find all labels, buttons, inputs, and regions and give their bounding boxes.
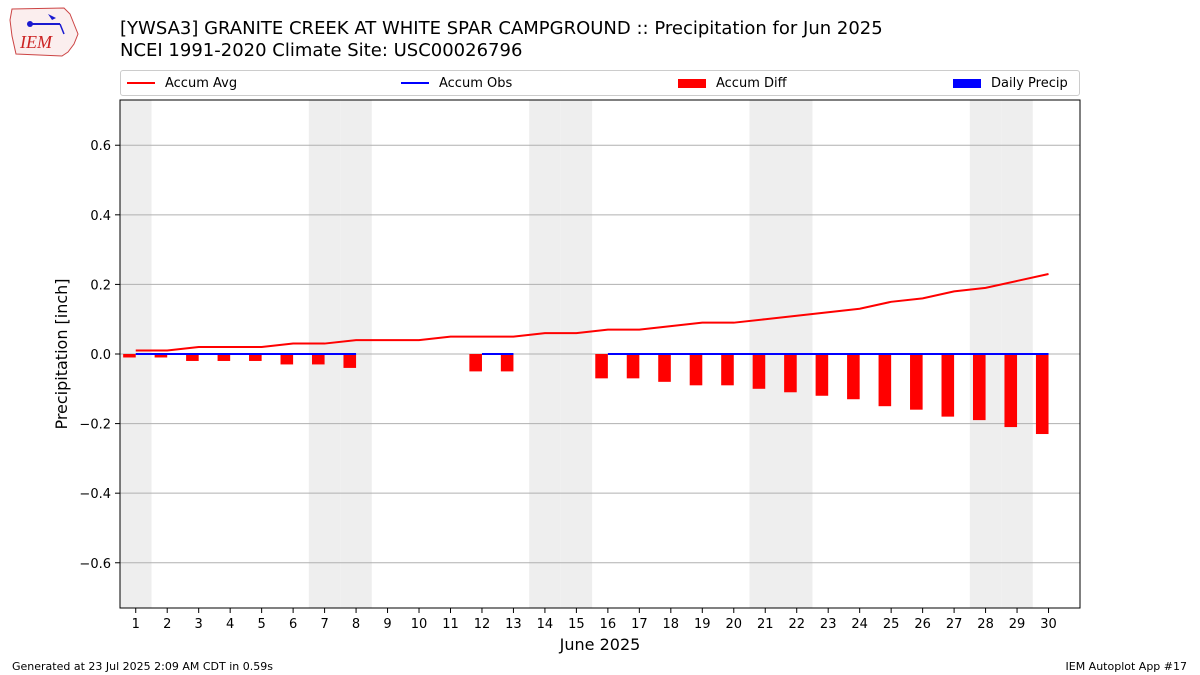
y-tick-label-4: 0.2	[90, 278, 111, 293]
x-tick-label-19: 19	[694, 617, 711, 632]
x-tick-label-20: 20	[725, 617, 742, 632]
x-tick-label-30: 30	[1040, 617, 1057, 632]
x-tick-label-12: 12	[474, 617, 491, 632]
x-tick-label-15: 15	[568, 617, 585, 632]
accum-diff-bar-4	[217, 354, 231, 361]
y-tick-label-3: 0.0	[90, 348, 111, 363]
legend-swatch-accum-diff	[678, 78, 706, 88]
accum-diff-bar-8	[343, 354, 357, 368]
legend-item-accum-obs: Accum Obs	[401, 71, 512, 95]
accum-diff-bar-6	[280, 354, 294, 365]
x-tick-label-24: 24	[851, 617, 868, 632]
x-tick-label-27: 27	[946, 617, 963, 632]
accum-diff-bar-18	[658, 354, 671, 382]
legend-label-daily-precip: Daily Precip	[991, 75, 1068, 91]
accum-diff-bar-16	[595, 354, 608, 379]
accum-diff-bar-20	[721, 354, 734, 386]
accum-diff-bar-12	[469, 354, 482, 372]
accum-diff-bar-22	[784, 354, 797, 393]
x-tick-label-9: 9	[383, 617, 391, 632]
logo-map-line-2	[59, 23, 65, 35]
accum-diff-bar-7	[312, 354, 325, 365]
logo-map-dot	[27, 21, 33, 27]
accum-diff-bar-26	[910, 354, 923, 410]
x-tick-label-11: 11	[442, 617, 459, 632]
accum-diff-bar-23	[815, 354, 829, 396]
legend-item-accum-avg: Accum Avg	[127, 71, 237, 95]
x-tick-label-22: 22	[788, 617, 805, 632]
accum-diff-bar-3	[186, 354, 199, 361]
iem-logo: IEM	[8, 6, 80, 58]
x-tick-label-8: 8	[352, 617, 360, 632]
x-tick-label-17: 17	[631, 617, 648, 632]
y-axis-label: Precipitation [inch]	[52, 278, 71, 429]
legend-label-accum-avg: Accum Avg	[165, 75, 238, 91]
chart-legend: Accum Avg Accum Obs Accum Diff Daily Pre…	[120, 70, 1080, 96]
y-tick-label-0: −0.6	[79, 557, 111, 572]
accum-diff-bar-28	[972, 354, 986, 421]
chart-title: [YWSA3] GRANITE CREEK AT WHITE SPAR CAMP…	[120, 18, 883, 39]
x-axis-label: June 2025	[559, 635, 641, 654]
accum-diff-bar-27	[941, 354, 955, 417]
x-tick-label-14: 14	[537, 617, 554, 632]
accum-diff-bar-29	[1004, 354, 1018, 428]
x-tick-label-26: 26	[914, 617, 931, 632]
y-tick-label-6: 0.6	[90, 139, 111, 154]
x-tick-label-5: 5	[257, 617, 265, 632]
x-tick-label-18: 18	[663, 617, 680, 632]
x-tick-label-21: 21	[757, 617, 774, 632]
x-tick-label-16: 16	[600, 617, 617, 632]
accum-diff-bar-24	[847, 354, 860, 400]
accum-diff-bar-19	[689, 354, 703, 386]
legend-swatch-daily-precip	[953, 78, 981, 88]
x-tick-label-2: 2	[163, 617, 171, 632]
accum-diff-bar-1	[123, 354, 136, 358]
accum-diff-bar-2	[154, 354, 168, 358]
app-credit: IEM Autoplot App #17	[1065, 660, 1188, 673]
accum-diff-bar-17	[626, 354, 640, 379]
accum-diff-bar-21	[752, 354, 766, 389]
x-tick-label-25: 25	[883, 617, 900, 632]
x-tick-label-3: 3	[195, 617, 203, 632]
legend-swatch-accum-obs	[401, 82, 429, 84]
x-tick-label-7: 7	[320, 617, 328, 632]
y-tick-label-5: 0.4	[90, 209, 111, 224]
y-tick-label-1: −0.4	[79, 487, 111, 502]
legend-swatch-accum-avg	[127, 82, 155, 84]
chart-subtitle: NCEI 1991-2020 Climate Site: USC00026796	[120, 40, 523, 61]
x-tick-label-1: 1	[132, 617, 140, 632]
legend-item-daily-precip: Daily Precip	[953, 71, 1068, 95]
accum-diff-bar-25	[878, 354, 892, 407]
x-tick-label-4: 4	[226, 617, 234, 632]
logo-text: IEM	[19, 32, 53, 52]
legend-label-accum-obs: Accum Obs	[439, 75, 513, 91]
x-tick-label-29: 29	[1009, 617, 1026, 632]
generated-timestamp: Generated at 23 Jul 2025 2:09 AM CDT in …	[12, 660, 273, 673]
x-tick-label-6: 6	[289, 617, 297, 632]
x-tick-label-10: 10	[411, 617, 428, 632]
legend-item-accum-diff: Accum Diff	[678, 71, 787, 95]
legend-label-accum-diff: Accum Diff	[716, 75, 787, 91]
iowa-state-outline	[9, 7, 79, 57]
y-tick-label-2: −0.2	[79, 418, 111, 433]
accum-avg-line	[135, 272, 1049, 352]
accum-diff-bar-5	[249, 354, 262, 361]
x-tick-label-23: 23	[820, 617, 837, 632]
x-tick-label-13: 13	[505, 617, 522, 632]
logo-map-glyph	[48, 14, 56, 20]
x-tick-label-28: 28	[977, 617, 994, 632]
accum-diff-bar-13	[500, 354, 514, 372]
accum-diff-bar-30	[1035, 354, 1049, 435]
